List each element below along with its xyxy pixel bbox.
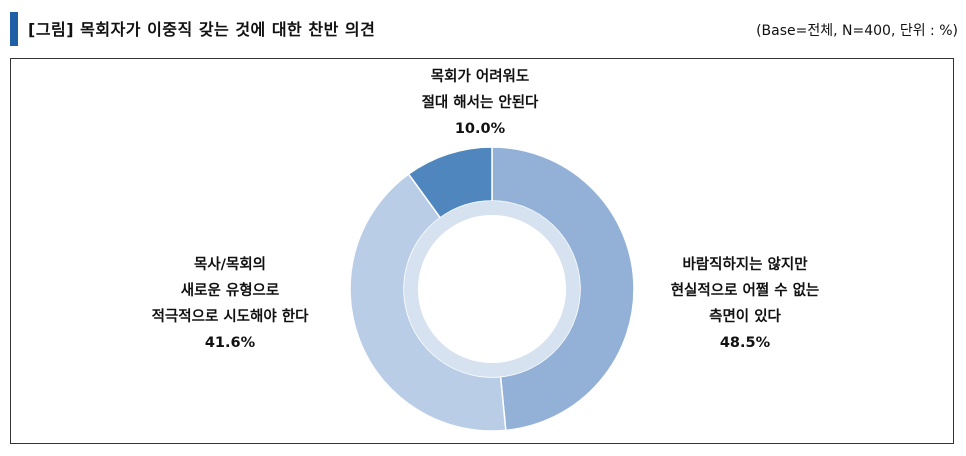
slice-value-label: 10.0% [454, 121, 506, 137]
slice-label-line: 새로운 유형으로 [180, 283, 280, 299]
slice-label-line: 현실적으로 어쩔 수 없는 [670, 283, 820, 299]
base-note: (Base=전체, N=400, 단위 : %) [756, 23, 958, 39]
slice-label-line: 바람직하지는 않지만 [682, 257, 808, 273]
slice-label-unavoidable: 바람직하지는 않지만 현실적으로 어쩔 수 없는 측면이 있다 48.5% [630, 252, 860, 356]
slice-label-line: 목회가 어려워도 [430, 69, 530, 85]
slice-value-label: 48.5% [719, 335, 771, 351]
slice-label-line: 목사/목회의 [194, 257, 266, 273]
slice-label-never: 목회가 어려워도 절대 해서는 안된다 10.0% [355, 64, 605, 142]
donut-hole [418, 215, 566, 363]
slice-label-line: 적극적으로 시도해야 한다 [151, 309, 309, 325]
slice-label-line: 절대 해서는 안된다 [421, 95, 539, 111]
slice-label-line: 측면이 있다 [709, 309, 781, 325]
slice-label-new-type: 목사/목회의 새로운 유형으로 적극적으로 시도해야 한다 41.6% [105, 252, 355, 356]
chart-frame [10, 58, 954, 444]
title-accent-bar [10, 12, 18, 46]
slice-value-label: 41.6% [204, 335, 256, 351]
donut-inner-ring [404, 201, 580, 377]
chart-title: [그림] 목회자가 이중직 갖는 것에 대한 찬반 의견 [28, 20, 376, 39]
